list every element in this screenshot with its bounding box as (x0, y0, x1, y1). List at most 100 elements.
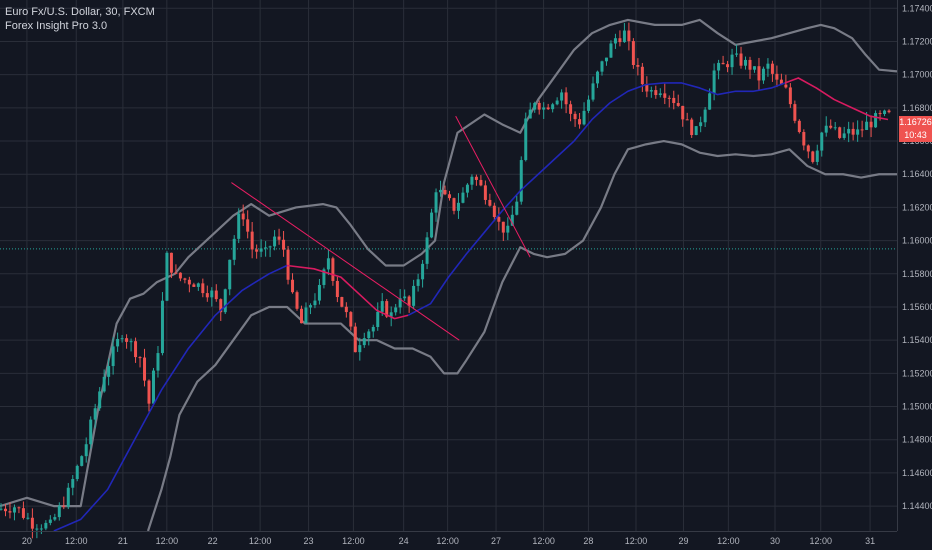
candle-body (416, 279, 420, 286)
candle-body (744, 59, 748, 66)
last-price: 1.16726 (899, 117, 932, 127)
candle-body (349, 312, 353, 327)
candle-body (443, 189, 447, 195)
candle-body (667, 97, 671, 99)
candle-body (53, 517, 57, 520)
symbol-title[interactable]: Euro Fx/U.S. Dollar, 30, FXCM (5, 6, 155, 18)
candle-body (151, 370, 155, 404)
candle-body (869, 121, 873, 128)
candle-body (757, 66, 761, 81)
candle-body (492, 205, 496, 218)
candle-body (842, 133, 846, 138)
ma-segment-red (286, 264, 409, 320)
time-tick-label: 28 (583, 536, 593, 546)
candle-body (44, 522, 48, 529)
time-axis[interactable]: 20 12:00 21 12:00 22 12:00 23 12:00 24 12:00 27 12:… (0, 531, 897, 547)
candle-body (362, 338, 366, 346)
candle-body (815, 150, 819, 162)
candle-body (645, 84, 649, 92)
price-tick-label: 1.16200 (902, 202, 932, 212)
candle-body (811, 151, 815, 162)
candle-body (766, 63, 770, 69)
ma-segment-blue (407, 82, 786, 316)
candle-body (187, 279, 191, 285)
candle-body (470, 176, 474, 185)
candle-body (609, 43, 613, 58)
candle-body (308, 305, 312, 308)
candle-body (8, 511, 12, 513)
candle-body (483, 185, 487, 200)
candle-body (604, 57, 608, 62)
candle-body (851, 128, 855, 135)
candle-body (367, 331, 371, 339)
candle-body (739, 53, 743, 66)
time-tick-label: 20 (22, 536, 32, 546)
candle-body (838, 127, 842, 138)
price-axis[interactable]: 1.174001.172001.170001.168001.166001.164… (897, 0, 932, 550)
candle-body (259, 248, 263, 252)
candle-body (887, 110, 891, 113)
time-tick-label: 21 (118, 536, 128, 546)
candle-body (694, 126, 698, 135)
candle-body (636, 64, 640, 67)
price-tick-label: 1.17400 (902, 3, 932, 13)
candle-body (874, 113, 878, 128)
candle-body (3, 508, 7, 512)
candle-body (299, 308, 303, 324)
candle-body (116, 338, 120, 347)
candle-body (57, 505, 61, 518)
candle-body (196, 283, 200, 287)
candle-body (201, 283, 205, 294)
candle-body (389, 312, 393, 317)
candle-body (268, 246, 272, 248)
candle-body (317, 284, 321, 301)
candle-body (183, 278, 187, 280)
candle-body (322, 269, 326, 285)
candle-body (344, 306, 348, 313)
price-tick-label: 1.16000 (902, 236, 932, 246)
candle-body (690, 119, 694, 135)
candle-body (560, 92, 564, 101)
candle-body (452, 198, 456, 211)
trendline (455, 115, 531, 258)
candle-body (770, 63, 774, 74)
candle-body (17, 507, 21, 509)
ma-segment-blue (53, 264, 288, 532)
candle-body (75, 465, 79, 480)
candle-body (618, 38, 622, 43)
candle-body (600, 61, 604, 72)
candle-body (865, 121, 869, 130)
candle-body (622, 30, 626, 43)
candle-body (878, 113, 882, 115)
candle-body (331, 258, 335, 281)
candle-body (98, 391, 102, 409)
time-tick-label: 12:00 (249, 536, 272, 546)
candle-body (12, 507, 16, 513)
candle-body (712, 70, 716, 94)
candle-body (788, 87, 792, 105)
bollinger-bands (0, 18, 898, 532)
candle-body (39, 528, 43, 530)
candle-body (246, 219, 250, 232)
price-tick-label: 1.14400 (902, 501, 932, 511)
candle-body (304, 307, 308, 324)
candle-body (856, 129, 860, 135)
candle-body (165, 252, 169, 301)
candle-body (582, 110, 586, 125)
candle-body (398, 298, 402, 308)
candle-body (829, 125, 833, 128)
candle-body (138, 357, 142, 359)
candle-body (860, 129, 864, 131)
candle-body (847, 128, 851, 134)
candle-body (439, 189, 443, 193)
time-tick-label: 12:00 (625, 536, 648, 546)
price-tick-label: 1.15000 (902, 402, 932, 412)
candle-body (627, 30, 631, 42)
candle-body (219, 299, 223, 313)
indicator-title[interactable]: Forex Insight Pro 3.0 (5, 20, 108, 32)
candle-body (376, 311, 380, 328)
candle-body (326, 258, 330, 270)
candle-body (649, 90, 653, 92)
candle-body (340, 297, 344, 307)
